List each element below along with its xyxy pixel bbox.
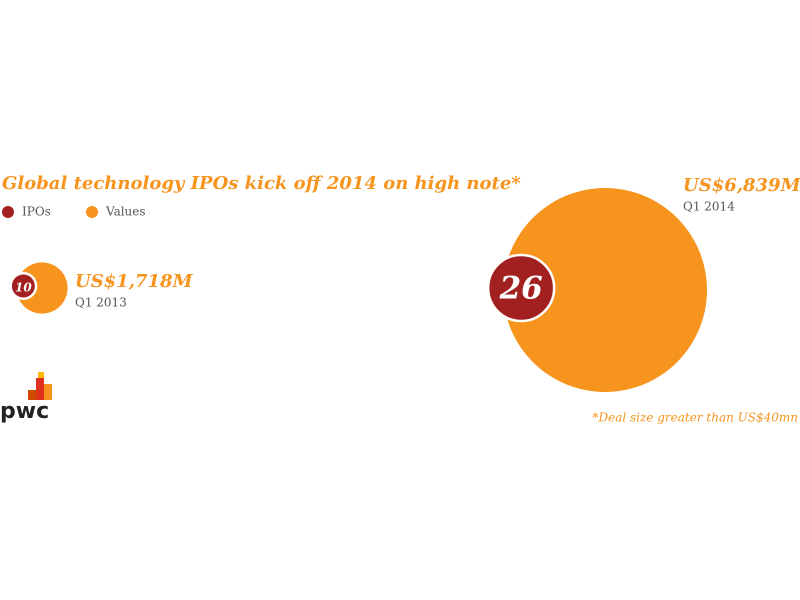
legend-swatch <box>86 206 98 218</box>
annotation: *Deal size greater than US$40mn <box>592 411 798 425</box>
legend-label: IPOs <box>22 205 51 219</box>
category-label: Q1 2013 <box>75 296 127 310</box>
ipo-label: 26 <box>499 271 543 307</box>
value-label: US$6,839M <box>683 175 800 196</box>
category-label: Q1 2014 <box>683 200 735 214</box>
ipo-label: 10 <box>15 281 32 295</box>
value-bubble <box>503 188 707 392</box>
ipo-bubble <box>9 272 38 300</box>
value-label: US$1,718M <box>75 271 194 292</box>
legend-swatch <box>2 206 14 218</box>
logo-mark <box>28 372 52 400</box>
legend-label: Values <box>105 205 146 219</box>
chart-title: Global technology IPOs kick off 2014 on … <box>2 173 521 194</box>
logo: pwc <box>0 399 49 424</box>
ipo-bubble <box>486 253 556 323</box>
